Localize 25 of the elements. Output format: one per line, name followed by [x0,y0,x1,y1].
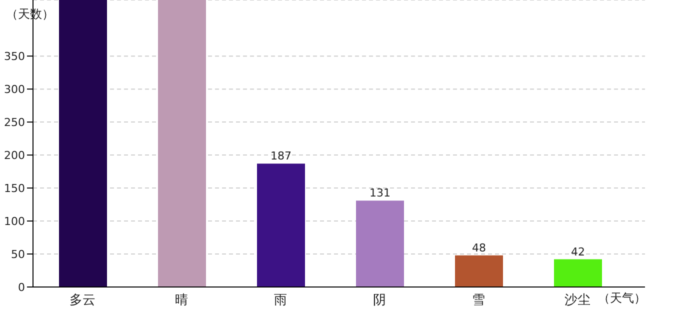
x-tick-label: 沙尘 [564,293,590,308]
y-tick-label: 300 [4,82,25,96]
x-tick-label: 多云 [70,293,96,308]
bar [257,164,305,287]
y-tick-label: 150 [4,182,25,195]
data-label: 187 [270,150,292,163]
y-tick-label: 200 [4,148,25,162]
y-tick-label: 250 [4,116,25,129]
data-label: 42 [571,245,585,258]
y-tick-label: 100 [4,214,25,228]
bar [356,200,404,287]
bar [158,0,206,287]
x-axis-title: （天气） [598,290,646,307]
y-tick-label: 350 [4,50,25,63]
bar [455,255,503,287]
y-tick-label: 0 [18,280,25,294]
bar [59,0,107,287]
data-label: 48 [472,241,486,254]
data-label: 131 [370,186,390,200]
x-tick-label: 雪 [472,293,485,308]
bar [554,259,602,287]
x-tick-label: 晴 [175,293,188,308]
x-tick-label: 雨 [274,293,287,308]
y-tick-label: 50 [11,248,25,261]
x-tick-label: 阴 [373,293,386,308]
